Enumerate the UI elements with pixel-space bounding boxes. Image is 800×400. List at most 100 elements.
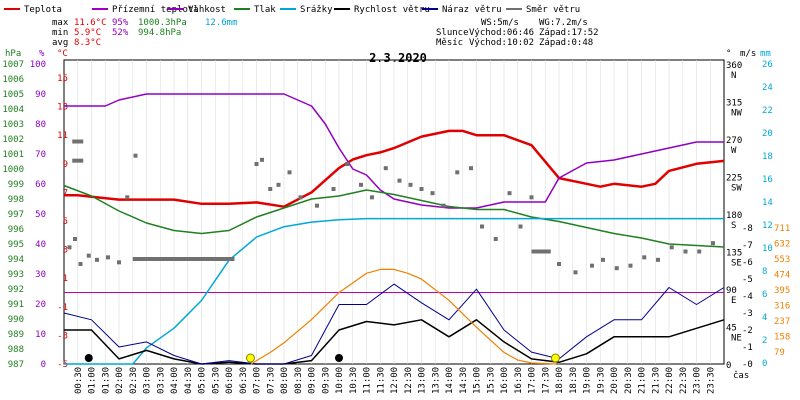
wind-direction-point [408,182,413,187]
temperature-tick-label: -3 [57,331,68,341]
summary-wind-gust: WG:7.2m/s [539,18,588,28]
pressure-tick-label: 988 [8,345,24,355]
time-tick-label: 05:00 [198,367,208,394]
wind-direction-point [106,255,110,260]
time-tick-label: 18:30 [569,367,579,394]
pressure-tick-label: 987 [8,360,24,370]
summary-moonrise: Východ:10:02 [469,38,534,48]
direction-degree-tick-label: 270 [726,136,742,146]
wind-direction-point [73,237,77,241]
time-tick-label: 20:00 [610,367,620,394]
wind-direction-point [86,253,91,258]
wind-direction-point [125,195,130,200]
direction-compass-label: W [731,146,737,156]
wind-direction-point [298,195,303,200]
time-tick-label: 01:00 [88,367,98,394]
wind-direction-point [697,249,702,254]
temperature-tick-label: 11 [57,131,68,141]
chart-title: 2.3.2020 [369,51,427,65]
rain-tick-label: 0 [762,359,767,369]
time-tick-label: 08:00 [280,367,290,394]
wind-direction-point [397,178,402,183]
humidity-tick-label: 40 [35,240,46,250]
direction-compass-label: E [731,296,736,306]
legend-label: Přízemní teplota [112,5,199,15]
temperature-tick-label: 13 [57,103,68,113]
wind-direction-point [359,182,363,187]
direction-degree-tick-label: 135 [726,249,742,259]
time-tick-label: 03:00 [143,367,153,394]
summary-min-pressure: 994.8hPa [138,28,181,38]
wind-direction-point [133,153,138,158]
summary-avg-temp: 8.3°C [74,38,101,48]
direction-degree-tick-label: 315 [726,99,742,109]
time-tick-label: 12:30 [404,367,414,394]
time-tick-label: 11:00 [363,367,373,394]
time-tick-label: 07:30 [266,367,276,394]
time-tick-label: 19:00 [583,367,593,394]
time-tick-label: 15:30 [486,367,496,394]
solar-tick-label: 474 [774,271,790,281]
time-tick-label: 05:30 [211,367,221,394]
summary-sunset: Západ:17:52 [539,28,599,38]
temperature-tick-label: 7 [63,188,68,198]
wind-direction-point [287,170,292,175]
axis-units: hPa % °C ° m/s mm čas [5,49,771,381]
pressure-tick-label: 998 [8,195,24,205]
pressure-tick-label: 990 [8,315,24,325]
time-tick-label: 16:00 [500,367,510,394]
series-line-vlhkost [64,93,724,209]
pressure-tick-label: 995 [8,240,24,250]
moon-marker [84,354,93,362]
time-tick-label: 17:30 [541,367,551,394]
temperature-tick-label: 15 [57,74,68,84]
wind-direction-point [656,257,660,262]
wind-direction-point [628,263,633,268]
legend-item-wind-direction: Směr větru [506,5,580,15]
rain-tick-label: 8 [762,267,767,277]
legend-label: Teplota [24,5,62,15]
series-line-solar [250,268,557,365]
time-tick-label: 15:00 [473,367,483,394]
time-tick-label: 22:00 [665,367,675,394]
legend-label: Směr větru [526,5,580,15]
wind-direction-point [601,257,605,262]
wind-direction-point [573,270,578,275]
solar-tick-label: 553 [774,255,790,265]
unit-mm: mm [760,49,771,59]
time-tick-label: 22:30 [679,367,689,394]
temperature-tick-label: 3 [63,246,68,256]
legend-item-wind-speed: Rychlost větru [334,5,430,15]
direction-compass-label: N [731,71,736,81]
series-line-rychlost-větru [64,319,725,365]
wind-direction-point [254,162,259,166]
summary-max-temp: 11.6°C [74,18,107,28]
summary-stats: max 11.6°C 95% 1000.3hPa 12.6mm min 5.9°… [52,18,599,48]
pressure-tick-label: 1002 [2,135,24,145]
series-line-náraz-větru [63,283,725,365]
wind-direction-point [480,224,484,229]
direction-degree-tick-label: 45 [726,324,737,334]
legend-label: Tlak [254,5,276,15]
unit-hpa: hPa [5,49,21,59]
wind-direction-point [557,262,561,266]
legend-item-rain: Srážky [280,5,333,15]
direction-degree-tick-label: 180 [726,211,742,221]
direction-compass-label: S [731,221,736,231]
rain-tick-label: 22 [762,106,773,116]
unit-ms: m/s [740,49,756,59]
time-tick-label: 23:30 [706,367,716,394]
time-tick-label: 13:00 [418,367,428,394]
wind-direction-point [683,249,688,254]
wind-direction-point [529,195,534,200]
summary-min-label: min [52,28,68,38]
direction-compass-label: SE [731,259,742,269]
wind-tick-label: -5 [742,275,753,285]
time-tick-label: 08:30 [294,367,304,394]
rain-tick-label: 2 [762,336,767,346]
legend-label: Náraz větru [442,5,502,15]
wind-direction-point [117,260,121,265]
legend-item-humidity: Vlhkost [168,5,226,15]
